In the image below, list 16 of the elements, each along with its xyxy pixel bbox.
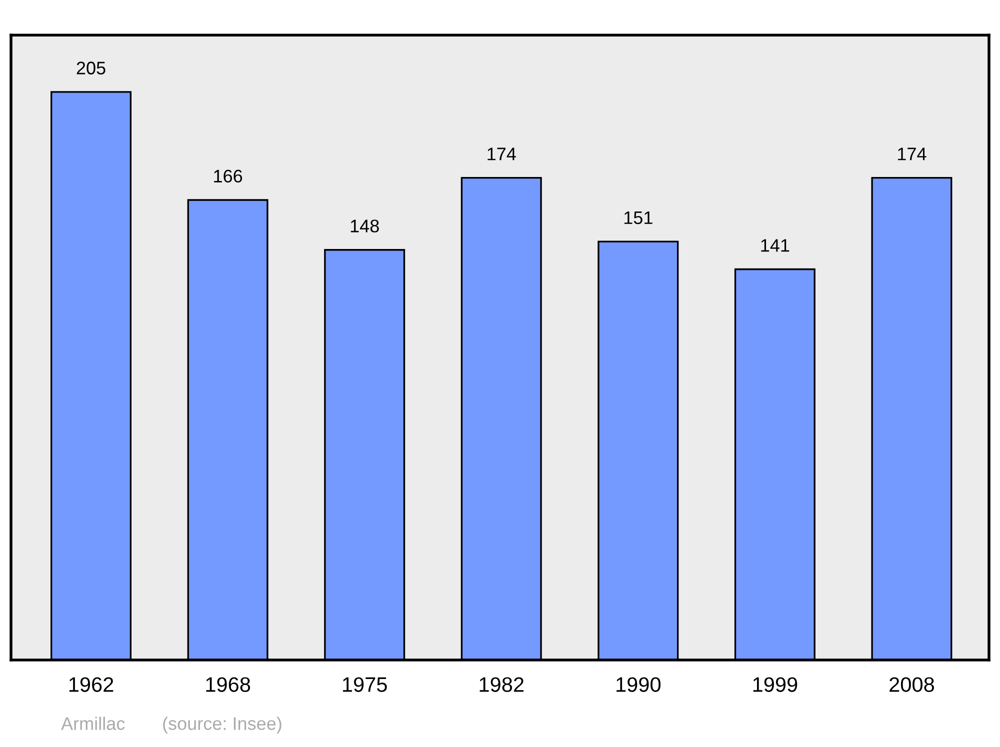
x-tick-label: 1962: [69, 677, 114, 692]
data-label: 148: [350, 220, 379, 232]
text: Armillac: [61, 716, 125, 730]
data-label: 174: [898, 148, 926, 160]
x-tick-label: 1982: [480, 677, 524, 692]
text: (source: Insee): [163, 716, 282, 734]
x-tick-label: 1990: [616, 677, 661, 692]
data-label: 205: [76, 62, 106, 74]
data-label: 151: [624, 211, 652, 224]
data-label: 166: [214, 170, 242, 183]
data-label: 174: [488, 148, 516, 160]
x-tick-label: 1968: [206, 677, 250, 692]
x-tick-label: 2008: [890, 677, 934, 692]
x-tick-label: 1999: [753, 677, 798, 692]
x-tick-label: 1975: [343, 677, 387, 692]
data-label: 141: [761, 239, 790, 252]
